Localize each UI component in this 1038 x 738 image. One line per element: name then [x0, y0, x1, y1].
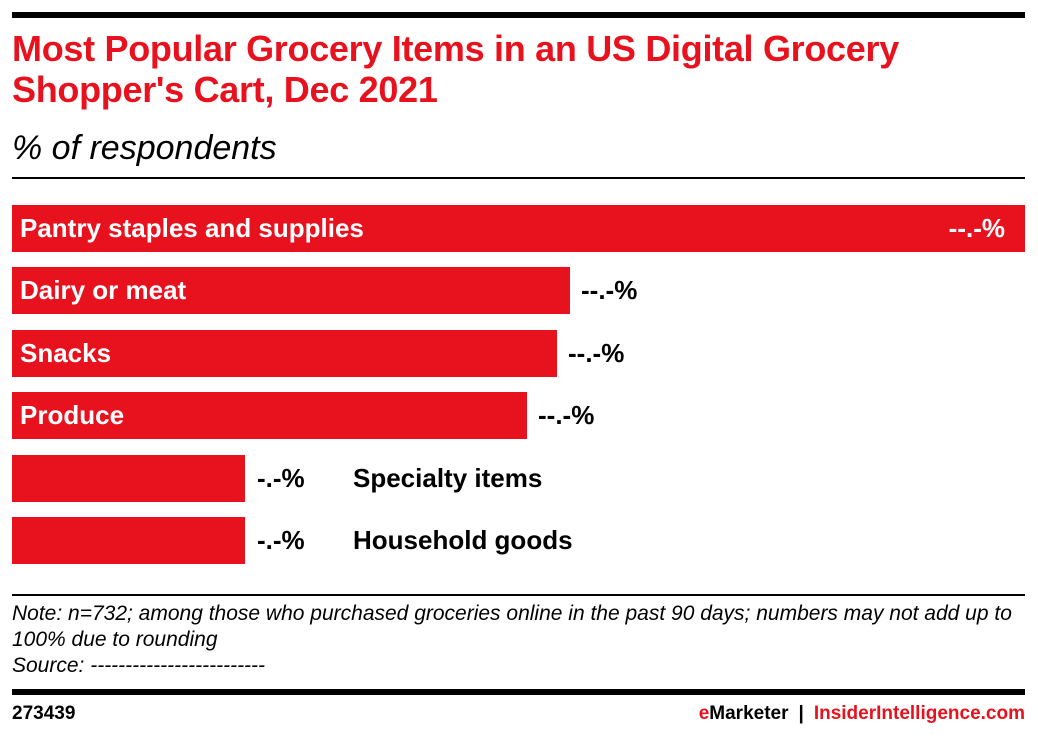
- brand-name: Marketer: [709, 703, 789, 724]
- brand-e: e: [698, 703, 710, 724]
- bar-label: Pantry staples and supplies: [20, 213, 364, 243]
- chart-title: Most Popular Grocery Items in an US Digi…: [12, 28, 899, 110]
- chart-subtitle: % of respondents: [12, 129, 277, 167]
- top-rule: [12, 12, 1025, 18]
- bar-value: --.-%: [948, 213, 1005, 243]
- footer-divider: [12, 594, 1025, 596]
- bar-label: Produce: [20, 400, 125, 430]
- header-divider: [12, 177, 1025, 179]
- brand-footer: eMarketer | InsiderIntelligence.com: [699, 702, 1025, 726]
- chart-id: 273439: [12, 703, 76, 724]
- bar-household-goods: [12, 517, 245, 564]
- bar-pantry-staples: Pantry staples and supplies --.-%: [12, 205, 1025, 252]
- bar-dairy-meat: Dairy or meat: [12, 267, 570, 314]
- bar-value: --.-%: [538, 400, 595, 430]
- bar-value: --.-%: [581, 275, 638, 305]
- bar-label: Specialty items: [353, 463, 543, 493]
- brand-separator: |: [798, 703, 804, 724]
- bar-value: -.-%: [257, 525, 305, 555]
- brand-site-link[interactable]: InsiderIntelligence.com: [813, 703, 1025, 724]
- note-text: Note: n=732; among those who purchased g…: [12, 602, 1012, 651]
- bar-produce: Produce: [12, 392, 527, 439]
- bar-value: --.-%: [568, 338, 625, 368]
- bar-label: Dairy or meat: [20, 275, 187, 305]
- bar-snacks: Snacks: [12, 330, 557, 377]
- bar-label: Snacks: [20, 338, 112, 368]
- chart-note: Note: n=732; among those who purchased g…: [12, 601, 1022, 679]
- bottom-rule: [12, 689, 1025, 695]
- bar-specialty-items: [12, 455, 245, 502]
- source-text: Source: -------------------------: [12, 654, 266, 677]
- bar-label: Household goods: [353, 525, 573, 555]
- bar-value: -.-%: [257, 463, 305, 493]
